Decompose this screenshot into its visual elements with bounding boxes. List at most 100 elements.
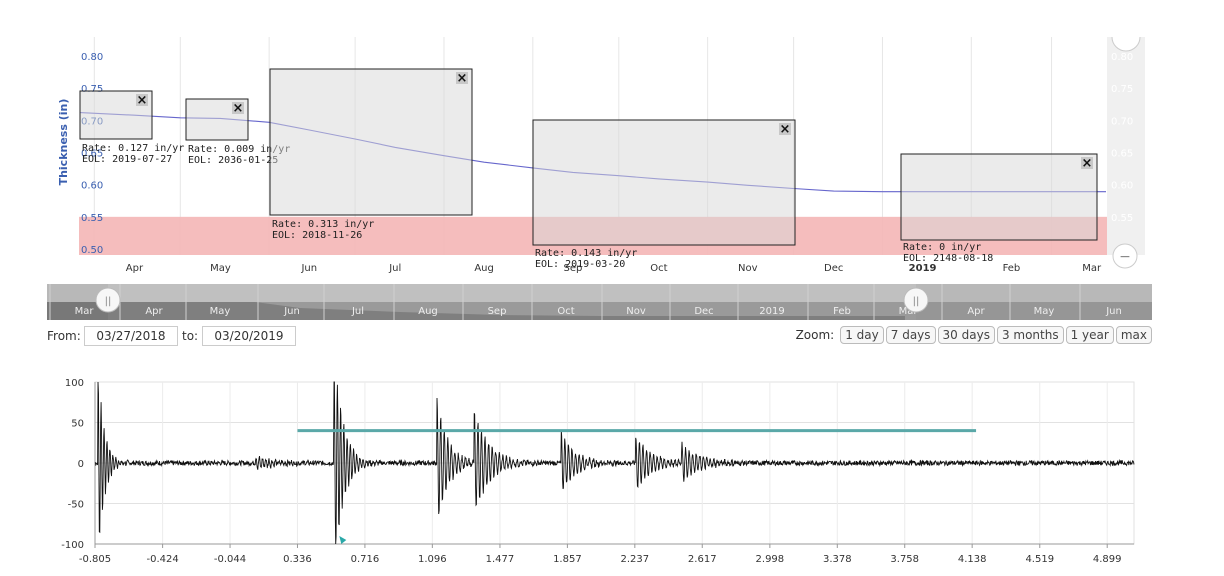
x-tick-label: Apr	[126, 263, 144, 274]
close-button-bg[interactable]	[136, 94, 148, 106]
zoom-1-day-button[interactable]: 1 day	[840, 326, 884, 344]
navigator-labels: Mar Apr May Jun Jul Aug Sep Oct Nov Dec 2019 Feb Mar…	[75, 306, 1122, 317]
from-date-input[interactable]	[84, 326, 178, 346]
navigator-label: Oct	[557, 306, 574, 317]
waveform-x-ticks: -0.805 -0.424 -0.044 0.336 0.716 1.096 1.477 1.…	[79, 544, 1122, 565]
right-axis-label: 0.60	[1111, 181, 1133, 192]
x-tick-label: Dec	[824, 263, 843, 274]
collapse-button[interactable]	[1112, 243, 1138, 269]
waveform-x-tick-label: 4.519	[1025, 554, 1054, 565]
zoom-1-year-button[interactable]: 1 year	[1065, 326, 1114, 344]
close-icon[interactable]: ×	[457, 71, 468, 86]
waveform-x-tick-label: 0.336	[283, 554, 312, 565]
navigator-handle-grip[interactable]: ||	[913, 296, 920, 307]
annotation-eol: EOL: 2018-11-26	[272, 230, 362, 241]
annotation-rate: Rate: 0 in/yr	[903, 242, 981, 253]
navigator-label: Jul	[351, 306, 364, 317]
waveform-x-tick-label: 4.138	[958, 554, 987, 565]
y-tick-label: 0.80	[81, 52, 103, 63]
x-tick-label: Feb	[1003, 263, 1021, 274]
waveform-y-tick-label: 0	[78, 459, 84, 470]
navigator-label: Dec	[694, 306, 713, 317]
navigator-label-strip	[47, 302, 1152, 320]
navigator-label: Jun	[283, 306, 300, 317]
thickness-x-ticks: Apr May Jun Jul Aug Sep Oct Nov Dec 2019 Feb Mar	[126, 263, 1102, 274]
navigator-handle-grip[interactable]: ||	[105, 296, 112, 307]
waveform-x-tick-label: 1.477	[486, 554, 515, 565]
waveform-x-tick-label: 0.716	[351, 554, 380, 565]
x-tick-label: Aug	[474, 263, 494, 274]
y-tick-label: 0.60	[81, 181, 103, 192]
close-button-bg[interactable]	[232, 102, 244, 114]
navigator-label: Mar	[75, 306, 95, 317]
waveform-series-line	[94, 381, 1135, 545]
navigator-label: Apr	[967, 306, 985, 317]
x-tick-label: Jun	[300, 263, 317, 274]
navigator-label: Feb	[833, 306, 851, 317]
top-round-button[interactable]	[1111, 36, 1141, 52]
right-axis-label: 0.75	[1111, 84, 1133, 95]
x-tick-label: Nov	[738, 263, 758, 274]
annotation-eol: EOL: 2148-08-18	[903, 253, 993, 264]
thickness-axis-label: Thickness (in)	[57, 99, 70, 186]
close-icon[interactable]: ×	[137, 93, 148, 108]
y-tick-label: 0.65	[81, 149, 103, 160]
close-button-bg[interactable]	[456, 72, 468, 84]
waveform-x-tick-label: 2.237	[620, 554, 649, 565]
right-axis-label: 0.80	[1111, 52, 1133, 63]
navigator-label: May	[210, 306, 231, 317]
close-icon[interactable]: ×	[1082, 156, 1093, 171]
x-tick-label: Jul	[388, 263, 401, 274]
collapse-icon[interactable]: −	[1119, 249, 1131, 265]
zoom-3-months-button[interactable]: 3 months	[996, 326, 1064, 344]
annotation-eol: EOL: 2036-01-25	[188, 155, 278, 166]
right-axis-label: 0.65	[1111, 149, 1133, 160]
annotation-eol: EOL: 2019-07-27	[82, 154, 172, 165]
zoom-max-button[interactable]: max	[1115, 326, 1152, 344]
annotation-frame	[269, 68, 473, 216]
annotation-frame	[532, 119, 796, 246]
gate-marker[interactable]	[339, 536, 347, 544]
zoom-7-days-button[interactable]: 7 days	[885, 326, 936, 344]
waveform-chart: 100 50 0 -50 -100 -0.805 -0.424 -0.044 0.336 0.7…	[61, 378, 1135, 565]
waveform-x-tick-label: -0.805	[79, 554, 111, 565]
range-selector: From: to: Zoom: 1 day 7 days 30 days 3 m…	[0, 325, 1224, 347]
right-axis-panel: 0.80 0.75 0.70 0.65 0.60 0.55 −	[1107, 36, 1145, 269]
navigator-body	[47, 284, 1152, 320]
close-button-bg[interactable]	[1081, 157, 1093, 169]
navigator-label: May	[1034, 306, 1055, 317]
to-label: to:	[182, 329, 199, 343]
navigator-label: Mar	[899, 306, 919, 317]
x-tick-label: Mar	[1082, 263, 1102, 274]
zoom-controls: Zoom: 1 day 7 days 30 days 3 months 1 ye…	[796, 326, 1152, 344]
annotation-rate: Rate: 0.313 in/yr	[272, 219, 374, 230]
waveform-y-tick-label: 100	[65, 378, 84, 389]
waveform-y-tick-label: 50	[71, 419, 84, 430]
close-button-bg[interactable]	[779, 123, 791, 135]
to-date-input[interactable]	[202, 326, 296, 346]
right-axis-label: 0.70	[1111, 116, 1133, 127]
waveform-x-tick-label: 3.378	[823, 554, 852, 565]
close-icon[interactable]: ×	[233, 101, 244, 116]
x-tick-label: Oct	[650, 263, 667, 274]
waveform-y-tick-label: -100	[61, 540, 84, 551]
navigator-handle[interactable]	[903, 287, 929, 313]
close-icon[interactable]: ×	[780, 122, 791, 137]
navigator-handles[interactable]: || ||	[95, 287, 929, 313]
date-navigator[interactable]: Mar Apr May Jun Jul Aug Sep Oct Nov Dec 2019 Feb Mar…	[0, 282, 1224, 322]
navigator-handle[interactable]	[95, 287, 121, 313]
y-tick-label: 0.50	[81, 245, 103, 256]
zoom-30-days-button[interactable]: 30 days	[937, 326, 995, 344]
navigator-label: Sep	[488, 306, 507, 317]
waveform-x-tick-label: 2.617	[688, 554, 717, 565]
annotation-rate: Rate: 0.009 in/yr	[188, 144, 290, 155]
waveform-x-tick-label: 1.096	[418, 554, 447, 565]
navigator-label: Apr	[145, 306, 163, 317]
navigator-label: Jun	[1105, 306, 1122, 317]
annotation-rate: Rate: 0.143 in/yr	[535, 248, 637, 259]
